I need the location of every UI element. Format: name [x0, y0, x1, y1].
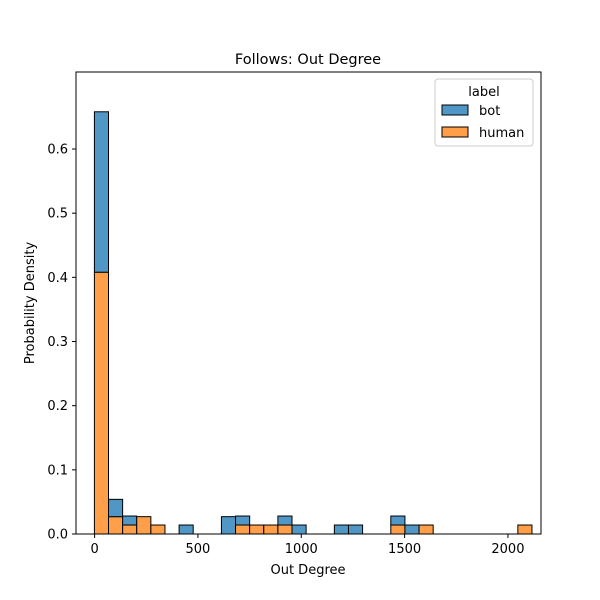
bar-human	[122, 524, 138, 535]
bar-human	[93, 271, 110, 535]
bar-bot	[108, 498, 124, 518]
bar-human	[418, 524, 434, 535]
y-axis-label: Probability Density	[23, 242, 38, 365]
y-tick-label: 0.5	[47, 207, 68, 222]
bar-bot	[122, 515, 138, 526]
bar-bot	[220, 516, 237, 535]
legend-swatch-bot	[441, 104, 469, 116]
bar-bot	[404, 524, 420, 535]
chart-title: Follows: Out Degree	[235, 52, 381, 68]
y-axis-ticks: 0.0 0.1 0.2 0.3 0.4 0.5 0.6	[47, 143, 76, 543]
y-tick-label: 0.0	[47, 528, 68, 543]
y-tick-label: 0.6	[47, 143, 68, 158]
bar-human	[390, 524, 406, 535]
legend-swatch-human	[441, 126, 469, 138]
bar-bot	[235, 515, 251, 526]
bar-bot	[390, 515, 406, 526]
x-axis-label: Out Degree	[270, 563, 345, 578]
y-tick-label: 0.3	[47, 335, 68, 350]
bar-bot	[333, 524, 349, 535]
plot-frame	[75, 71, 542, 535]
x-tick-label: 0	[90, 542, 98, 557]
bars-group	[93, 111, 533, 535]
y-tick-label: 0.2	[47, 399, 68, 414]
legend: label bot human	[434, 78, 534, 147]
bar-human	[277, 524, 293, 535]
bar-bot	[291, 524, 307, 535]
bar-bot	[347, 524, 364, 535]
bar-human	[136, 516, 152, 535]
x-tick-label: 1000	[285, 542, 318, 557]
bar-bot	[93, 111, 110, 273]
x-axis-ticks: 0 500 1000 1500 2000	[90, 534, 524, 557]
bar-bot	[178, 524, 194, 535]
bar-human	[150, 524, 166, 535]
bar-bot	[277, 515, 293, 526]
bar-human	[263, 524, 279, 535]
x-tick-label: 2000	[491, 542, 524, 557]
bar-human	[235, 524, 251, 535]
bar-human	[249, 524, 265, 535]
bar-human	[517, 524, 533, 535]
legend-label-bot: bot	[479, 104, 500, 119]
bar-human	[108, 516, 124, 535]
y-tick-label: 0.1	[47, 463, 68, 478]
x-tick-label: 500	[186, 542, 211, 557]
y-tick-label: 0.4	[47, 271, 68, 286]
x-tick-label: 1500	[388, 542, 421, 557]
legend-label-human: human	[479, 126, 524, 141]
legend-title: label	[468, 85, 499, 100]
